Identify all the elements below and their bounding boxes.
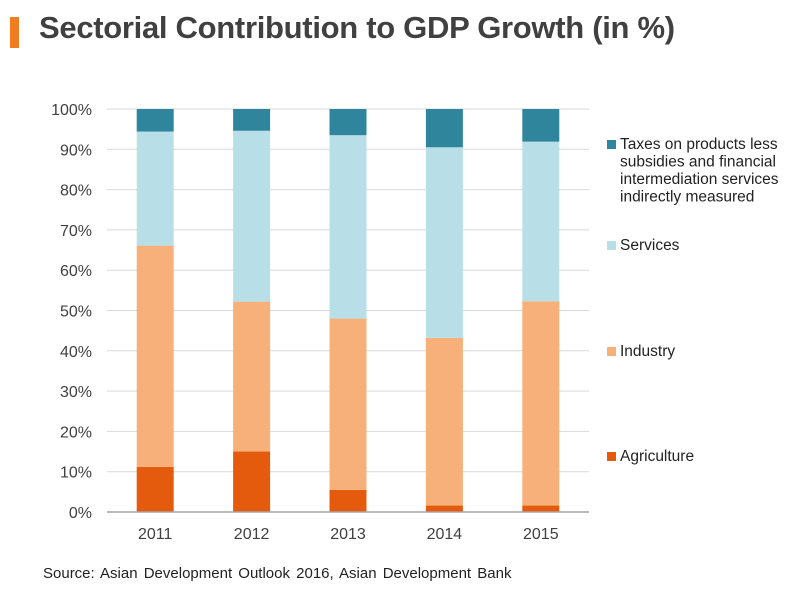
x-axis-ticks: 2011 2012 2013 2014 2015 — [138, 526, 559, 543]
bar-segment-taxes — [425, 109, 463, 148]
bar-segment-services — [425, 147, 463, 338]
legend-label: indirectly measured — [620, 189, 754, 206]
legend-label: Industry — [620, 343, 675, 360]
source-note: Source: Asian Development Outlook 2016, … — [43, 565, 512, 582]
y-tick-label: 10% — [60, 465, 92, 482]
bar-stack-2015 — [522, 109, 560, 512]
bar-segment-industry — [425, 337, 463, 506]
y-tick-label: 0% — [69, 505, 92, 522]
bars — [136, 109, 560, 512]
bar-segment-industry — [233, 301, 271, 452]
bar-segment-agriculture — [136, 466, 174, 512]
y-tick-label: 50% — [60, 304, 92, 321]
legend-label: Taxes on products less — [620, 136, 778, 153]
y-tick-label: 40% — [60, 344, 92, 361]
legend-label: Agriculture — [620, 448, 694, 465]
bar-segment-industry — [522, 301, 560, 506]
legend-item: Agriculture — [607, 448, 694, 465]
bar-segment-industry — [136, 245, 174, 467]
bar-stack-2013 — [329, 109, 367, 512]
x-tick-label: 2011 — [138, 526, 173, 543]
bar-segment-services — [522, 141, 560, 302]
y-tick-label: 80% — [60, 183, 92, 200]
y-tick-label: 70% — [60, 223, 92, 240]
y-axis-ticks: 0% 10% 20% 30% 40% 50% 60% 70% 80% 90% 100% — [51, 102, 92, 522]
legend-item: Industry — [607, 343, 675, 360]
legend-swatch — [607, 140, 616, 149]
legend-swatch — [607, 347, 616, 356]
bar-segment-agriculture — [233, 451, 271, 512]
x-tick-label: 2014 — [427, 526, 463, 543]
stacked-bar-chart: 0%10%20%30%40%50%60%70%80%90%100% 2011 20… — [51, 102, 779, 543]
bar-stack-2011 — [136, 109, 174, 512]
legend-label: Services — [620, 237, 680, 254]
legend-label: subsidies and financial — [620, 154, 776, 171]
y-tick-label: 90% — [60, 142, 92, 159]
legend-item: Services — [607, 237, 680, 254]
bar-segment-taxes — [329, 109, 367, 136]
bar-segment-taxes — [233, 109, 271, 131]
bar-segment-industry — [329, 318, 367, 490]
y-tick-label: 20% — [60, 424, 92, 441]
legend-swatch — [607, 241, 616, 250]
bar-segment-agriculture — [522, 505, 560, 512]
legend-swatch — [607, 452, 616, 461]
bar-segment-services — [233, 130, 271, 302]
bar-stack-2012 — [233, 109, 271, 512]
x-tick-label: 2012 — [234, 526, 270, 543]
y-tick-label: 30% — [60, 384, 92, 401]
bar-segment-services — [329, 135, 367, 319]
y-tick-label: 60% — [60, 263, 92, 280]
x-tick-label: 2013 — [330, 526, 366, 543]
title-accent-bar — [10, 17, 19, 48]
bar-segment-services — [136, 131, 174, 246]
bar-stack-2014 — [425, 109, 463, 512]
x-tick-label: 2015 — [523, 526, 559, 543]
y-tick-label: 100% — [51, 102, 92, 119]
bar-segment-agriculture — [425, 505, 463, 512]
bar-segment-taxes — [136, 109, 174, 132]
chart-title: Sectorial Contribution to GDP Growth (in… — [39, 10, 675, 45]
legend-label: intermediation services — [620, 171, 779, 188]
bar-segment-taxes — [522, 109, 560, 142]
bar-segment-agriculture — [329, 489, 367, 512]
